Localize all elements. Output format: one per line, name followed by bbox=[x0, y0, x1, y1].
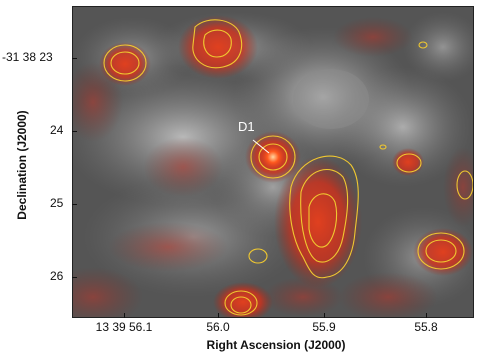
y-tick-label: 26 bbox=[50, 269, 64, 283]
x-tick-mark bbox=[124, 313, 125, 318]
x-tick-mark bbox=[426, 313, 427, 318]
x-tick-mark bbox=[324, 313, 325, 318]
y-tick-label: -31 38 23 bbox=[2, 50, 53, 64]
contour-lines bbox=[103, 19, 473, 316]
y-tick-label: 24 bbox=[50, 123, 64, 137]
x-tick-mark bbox=[218, 313, 219, 318]
sky-image bbox=[73, 7, 473, 317]
y-axis-title: Declination (J2000) bbox=[15, 110, 29, 220]
x-tick-label: 55.8 bbox=[414, 320, 438, 334]
source-pointer-line bbox=[252, 139, 270, 154]
sky-image-panel bbox=[72, 6, 474, 318]
y-tick-label: 25 bbox=[50, 196, 64, 210]
x-tick-label: 56.0 bbox=[206, 320, 230, 334]
y-tick-mark bbox=[72, 277, 77, 278]
x-tick-label: 13 39 56.1 bbox=[95, 320, 153, 334]
source-label-d1: D1 bbox=[238, 119, 255, 134]
x-tick-label: 55.9 bbox=[312, 320, 336, 334]
y-tick-mark bbox=[72, 204, 77, 205]
y-tick-mark bbox=[72, 131, 77, 132]
y-tick-mark bbox=[72, 58, 77, 59]
x-axis-title: Right Ascension (J2000) bbox=[206, 338, 346, 352]
